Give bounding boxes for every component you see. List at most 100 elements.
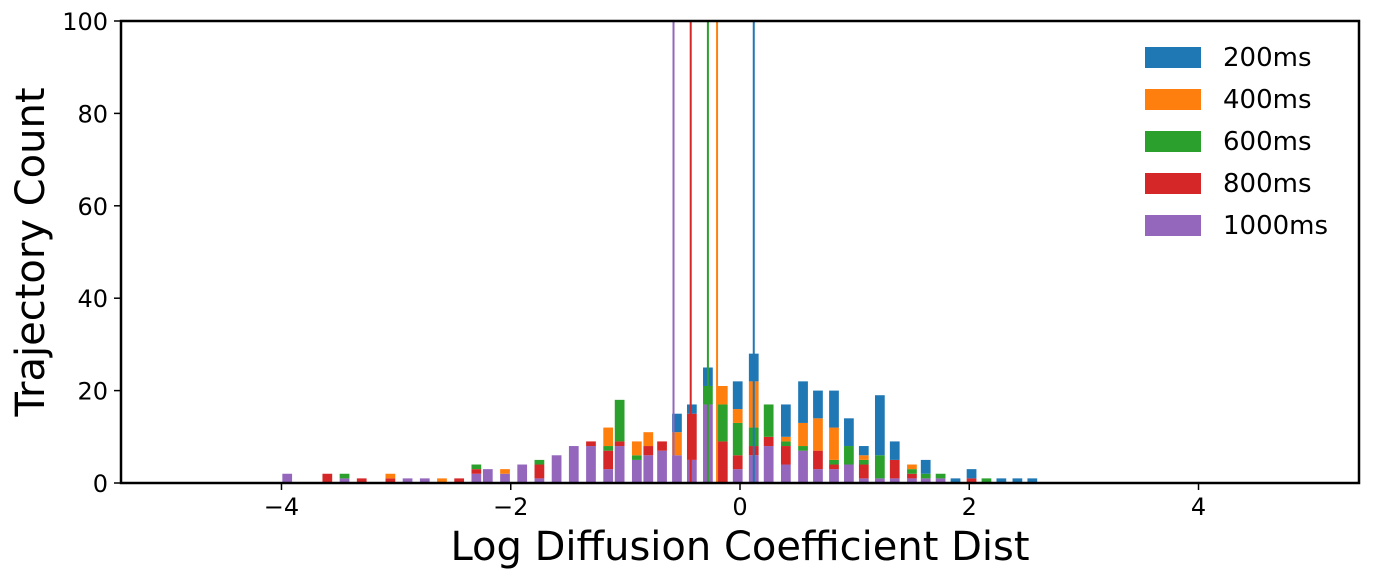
bar-1000ms: [780, 464, 791, 483]
legend-label: 600ms: [1223, 127, 1312, 157]
legend-swatch: [1145, 131, 1201, 152]
bar-1000ms: [517, 464, 528, 483]
bar-600ms: [732, 422, 743, 456]
bar-800ms: [534, 464, 545, 479]
bar-200ms: [672, 413, 682, 433]
bar-1000ms: [686, 459, 697, 483]
bar-800ms: [454, 478, 465, 483]
bar-1000ms: [813, 469, 823, 483]
y-axis-title: Trajectory Count: [8, 87, 54, 417]
bar-1000ms: [631, 459, 642, 483]
bar-200ms: [798, 381, 808, 423]
bar-1000ms: [482, 469, 493, 483]
legend-swatch: [1145, 215, 1201, 236]
bar-200ms: [732, 381, 743, 410]
bar-800ms: [966, 478, 977, 483]
bar-600ms: [339, 473, 350, 479]
bar-800ms: [322, 473, 333, 483]
bar-600ms: [471, 464, 482, 470]
bar-800ms: [643, 446, 654, 456]
legend-label: 400ms: [1223, 85, 1312, 115]
bar-1000ms: [920, 478, 931, 483]
bar-1000ms: [763, 446, 774, 483]
bar-400ms: [780, 436, 791, 442]
bar-200ms: [829, 390, 839, 428]
legend-swatch: [1145, 173, 1201, 194]
bar-200ms: [813, 390, 823, 419]
bar-400ms: [500, 469, 510, 474]
bar-400ms: [907, 464, 917, 470]
bar-1000ms: [614, 446, 625, 483]
bar-400ms: [603, 427, 614, 447]
bar-1000ms: [568, 446, 579, 483]
bar-800ms: [356, 478, 367, 483]
x-tick-label: 2: [962, 493, 977, 521]
y-tick-label: 0: [93, 470, 108, 498]
y-tick-label: 80: [77, 100, 108, 128]
bar-1000ms: [907, 478, 917, 483]
x-axis-title: Log Diffusion Coefficient Dist: [450, 524, 1029, 570]
bar-800ms: [686, 413, 697, 460]
bar-1000ms: [657, 450, 667, 483]
bar-600ms: [920, 473, 931, 479]
legend: 200ms 400ms 600ms 800ms 1000ms: [1145, 43, 1328, 241]
bar-200ms: [686, 404, 697, 414]
legend-swatch: [1145, 89, 1201, 110]
bar-600ms: [614, 399, 625, 442]
bar-200ms: [920, 459, 931, 474]
bar-1000ms: [282, 473, 293, 483]
bar-200ms: [1012, 478, 1023, 483]
bar-1000ms: [732, 469, 743, 483]
bar-1000ms: [471, 473, 482, 483]
bar-600ms: [534, 459, 545, 465]
bar-400ms: [643, 432, 654, 447]
bar-1000ms: [844, 464, 854, 483]
bar-600ms: [717, 404, 728, 442]
bar-600ms: [874, 455, 885, 479]
bar-1000ms: [586, 446, 596, 483]
bar-200ms: [996, 478, 1007, 483]
bar-800ms: [385, 478, 396, 483]
bar-400ms: [717, 385, 728, 405]
x-tick-label: −2: [493, 493, 528, 521]
bar-400ms: [813, 418, 823, 451]
bar-1000ms: [551, 455, 562, 483]
bar-1000ms: [829, 469, 839, 483]
bars-layer: [282, 353, 1038, 483]
legend-label: 200ms: [1223, 43, 1312, 73]
bar-600ms: [798, 446, 808, 451]
bar-200ms: [966, 469, 977, 479]
bar-800ms: [732, 455, 743, 470]
bar-800ms: [586, 441, 596, 447]
bar-1000ms: [643, 455, 654, 483]
bar-600ms: [603, 446, 614, 451]
bar-400ms: [829, 427, 839, 460]
x-tick-label: 0: [732, 493, 747, 521]
bar-1000ms: [500, 473, 510, 483]
bar-200ms: [889, 441, 900, 460]
bar-1000ms: [874, 478, 885, 483]
bar-400ms: [672, 432, 682, 456]
bar-600ms: [981, 478, 992, 483]
bar-400ms: [385, 473, 396, 479]
bar-1000ms: [534, 478, 545, 483]
y-tick-label: 100: [62, 8, 108, 36]
bar-400ms: [798, 422, 808, 447]
y-tick-label: 40: [77, 285, 108, 313]
bar-600ms: [763, 404, 774, 437]
bar-800ms: [829, 464, 839, 470]
x-tick-label: −4: [264, 493, 299, 521]
bar-600ms: [631, 455, 642, 460]
bar-200ms: [1027, 478, 1038, 483]
y-tick-label: 60: [77, 193, 108, 221]
bar-800ms: [603, 450, 614, 470]
bar-1000ms: [889, 478, 900, 483]
bar-800ms: [813, 450, 823, 470]
bar-1000ms: [339, 478, 350, 483]
bar-800ms: [657, 441, 667, 451]
legend-label: 800ms: [1223, 169, 1312, 199]
legend-swatch: [1145, 47, 1201, 68]
bar-800ms: [858, 464, 869, 479]
bar-200ms: [858, 446, 869, 456]
bar-800ms: [907, 473, 917, 479]
